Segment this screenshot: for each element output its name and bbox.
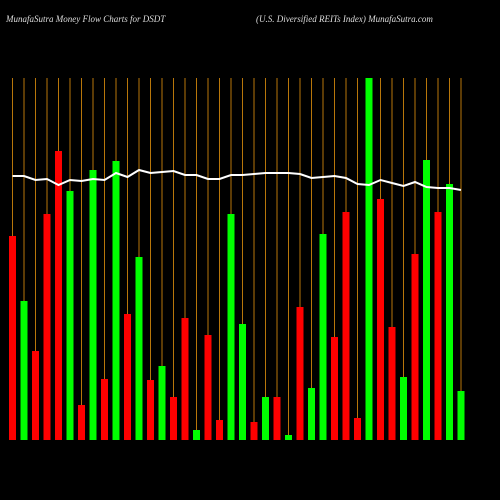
bar <box>423 160 430 440</box>
bar <box>434 212 442 440</box>
bar <box>239 324 246 440</box>
bar <box>411 254 419 440</box>
bar <box>262 397 269 440</box>
bar <box>158 366 166 440</box>
bar <box>365 78 373 440</box>
bar <box>388 327 396 440</box>
bar <box>216 420 223 440</box>
chart-subtitle: (U.S. Diversified REITs Index) MunafaSut… <box>256 14 433 24</box>
bar <box>124 314 131 440</box>
bar <box>296 307 304 440</box>
bar <box>227 214 235 440</box>
bar <box>446 184 453 440</box>
bar <box>331 337 338 440</box>
bar <box>66 191 74 440</box>
bar <box>135 257 143 440</box>
money-flow-line <box>12 168 462 191</box>
bar <box>147 380 154 440</box>
bar <box>181 318 189 440</box>
bar <box>193 430 200 440</box>
bar <box>101 379 108 440</box>
bar <box>250 422 258 440</box>
bar <box>204 335 212 440</box>
bar <box>55 151 62 440</box>
bar <box>377 199 384 440</box>
bar <box>457 391 465 440</box>
chart-title: MunafaSutra Money Flow Charts for DSDT <box>5 14 166 24</box>
bar <box>354 418 361 440</box>
bar <box>32 351 39 440</box>
bar <box>285 435 292 440</box>
bar <box>112 161 120 440</box>
bar <box>20 301 28 440</box>
bar <box>400 377 407 440</box>
bar <box>89 170 97 440</box>
bar <box>78 405 85 440</box>
bar <box>342 212 350 440</box>
bar <box>319 234 327 440</box>
bar <box>43 214 51 440</box>
bar <box>9 236 16 440</box>
bar <box>170 397 177 440</box>
bar <box>273 397 281 440</box>
bar <box>308 388 315 440</box>
